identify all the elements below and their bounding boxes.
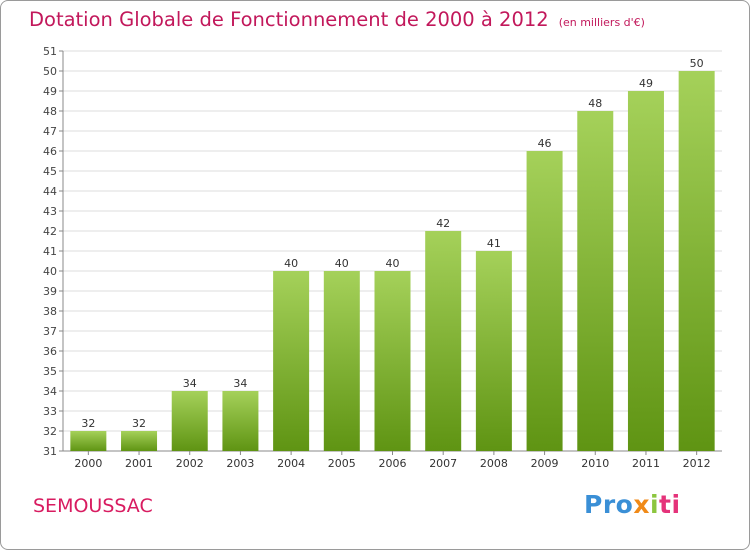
y-tick-label: 33 bbox=[43, 405, 57, 418]
x-tick-label-2001: 2001 bbox=[125, 457, 153, 470]
y-tick-label: 51 bbox=[43, 45, 57, 58]
bar-2011 bbox=[627, 91, 664, 451]
y-tick-label: 34 bbox=[43, 385, 57, 398]
y-tick-label: 39 bbox=[43, 285, 57, 298]
logo-part-2: x bbox=[633, 490, 650, 519]
proxiti-logo: Proxiti bbox=[584, 490, 681, 519]
bar-2006 bbox=[374, 271, 411, 451]
chart-title-text: Dotation Globale de Fonctionnement de 20… bbox=[29, 8, 549, 31]
commune-name: SEMOUSSAC bbox=[33, 495, 153, 517]
y-tick-label: 37 bbox=[43, 325, 57, 338]
y-tick-label: 45 bbox=[43, 165, 57, 178]
data-label-2011: 49 bbox=[639, 77, 653, 90]
y-tick-label: 44 bbox=[43, 185, 57, 198]
y-tick-label: 40 bbox=[43, 265, 57, 278]
x-tick-label-2003: 2003 bbox=[226, 457, 254, 470]
bar-2005 bbox=[323, 271, 360, 451]
y-tick-label: 35 bbox=[43, 365, 57, 378]
y-tick-label: 48 bbox=[43, 105, 57, 118]
x-tick-label-2000: 2000 bbox=[74, 457, 102, 470]
chart-unit-note: (en milliers d'€) bbox=[558, 16, 645, 29]
y-tick-label: 46 bbox=[43, 145, 57, 158]
bar-2004 bbox=[273, 271, 310, 451]
bar-2007 bbox=[425, 231, 462, 451]
data-label-2012: 50 bbox=[690, 57, 704, 70]
chart-title: Dotation Globale de Fonctionnement de 20… bbox=[29, 8, 645, 31]
bar-2009 bbox=[526, 151, 563, 451]
data-label-2004: 40 bbox=[284, 257, 298, 270]
bar-2003 bbox=[222, 391, 259, 451]
y-tick-label: 38 bbox=[43, 305, 57, 318]
data-label-2008: 41 bbox=[487, 237, 501, 250]
data-label-2009: 46 bbox=[538, 137, 552, 150]
logo-part-1: Pro bbox=[584, 490, 634, 519]
data-label-2005: 40 bbox=[335, 257, 349, 270]
data-label-2006: 40 bbox=[386, 257, 400, 270]
data-label-2007: 42 bbox=[436, 217, 450, 230]
x-tick-label-2007: 2007 bbox=[429, 457, 457, 470]
x-tick-label-2005: 2005 bbox=[328, 457, 356, 470]
logo-part-3: i bbox=[649, 490, 660, 519]
y-tick-label: 32 bbox=[43, 425, 57, 438]
data-label-2010: 48 bbox=[588, 97, 602, 110]
y-tick-label: 31 bbox=[43, 445, 57, 458]
bar-2008 bbox=[475, 251, 512, 451]
bar-2002 bbox=[171, 391, 208, 451]
y-tick-label: 36 bbox=[43, 345, 57, 358]
x-tick-label-2012: 2012 bbox=[683, 457, 711, 470]
x-tick-label-2010: 2010 bbox=[581, 457, 609, 470]
y-tick-label: 43 bbox=[43, 205, 57, 218]
y-tick-label: 50 bbox=[43, 65, 57, 78]
x-tick-label-2006: 2006 bbox=[379, 457, 407, 470]
y-tick-label: 49 bbox=[43, 85, 57, 98]
bar-2000 bbox=[70, 431, 107, 451]
y-tick-label: 41 bbox=[43, 245, 57, 258]
data-label-2002: 34 bbox=[183, 377, 197, 390]
y-tick-label: 47 bbox=[43, 125, 57, 138]
x-tick-label-2009: 2009 bbox=[531, 457, 559, 470]
data-label-2001: 32 bbox=[132, 417, 146, 430]
data-label-2000: 32 bbox=[81, 417, 95, 430]
x-tick-label-2008: 2008 bbox=[480, 457, 508, 470]
y-tick-label: 42 bbox=[43, 225, 57, 238]
x-tick-label-2004: 2004 bbox=[277, 457, 305, 470]
bar-2012 bbox=[678, 71, 715, 451]
bar-2010 bbox=[577, 111, 614, 451]
x-tick-label-2002: 2002 bbox=[176, 457, 204, 470]
logo-part-4: ti bbox=[659, 490, 681, 519]
data-label-2003: 34 bbox=[233, 377, 247, 390]
x-tick-label-2011: 2011 bbox=[632, 457, 660, 470]
bar-2001 bbox=[121, 431, 158, 451]
